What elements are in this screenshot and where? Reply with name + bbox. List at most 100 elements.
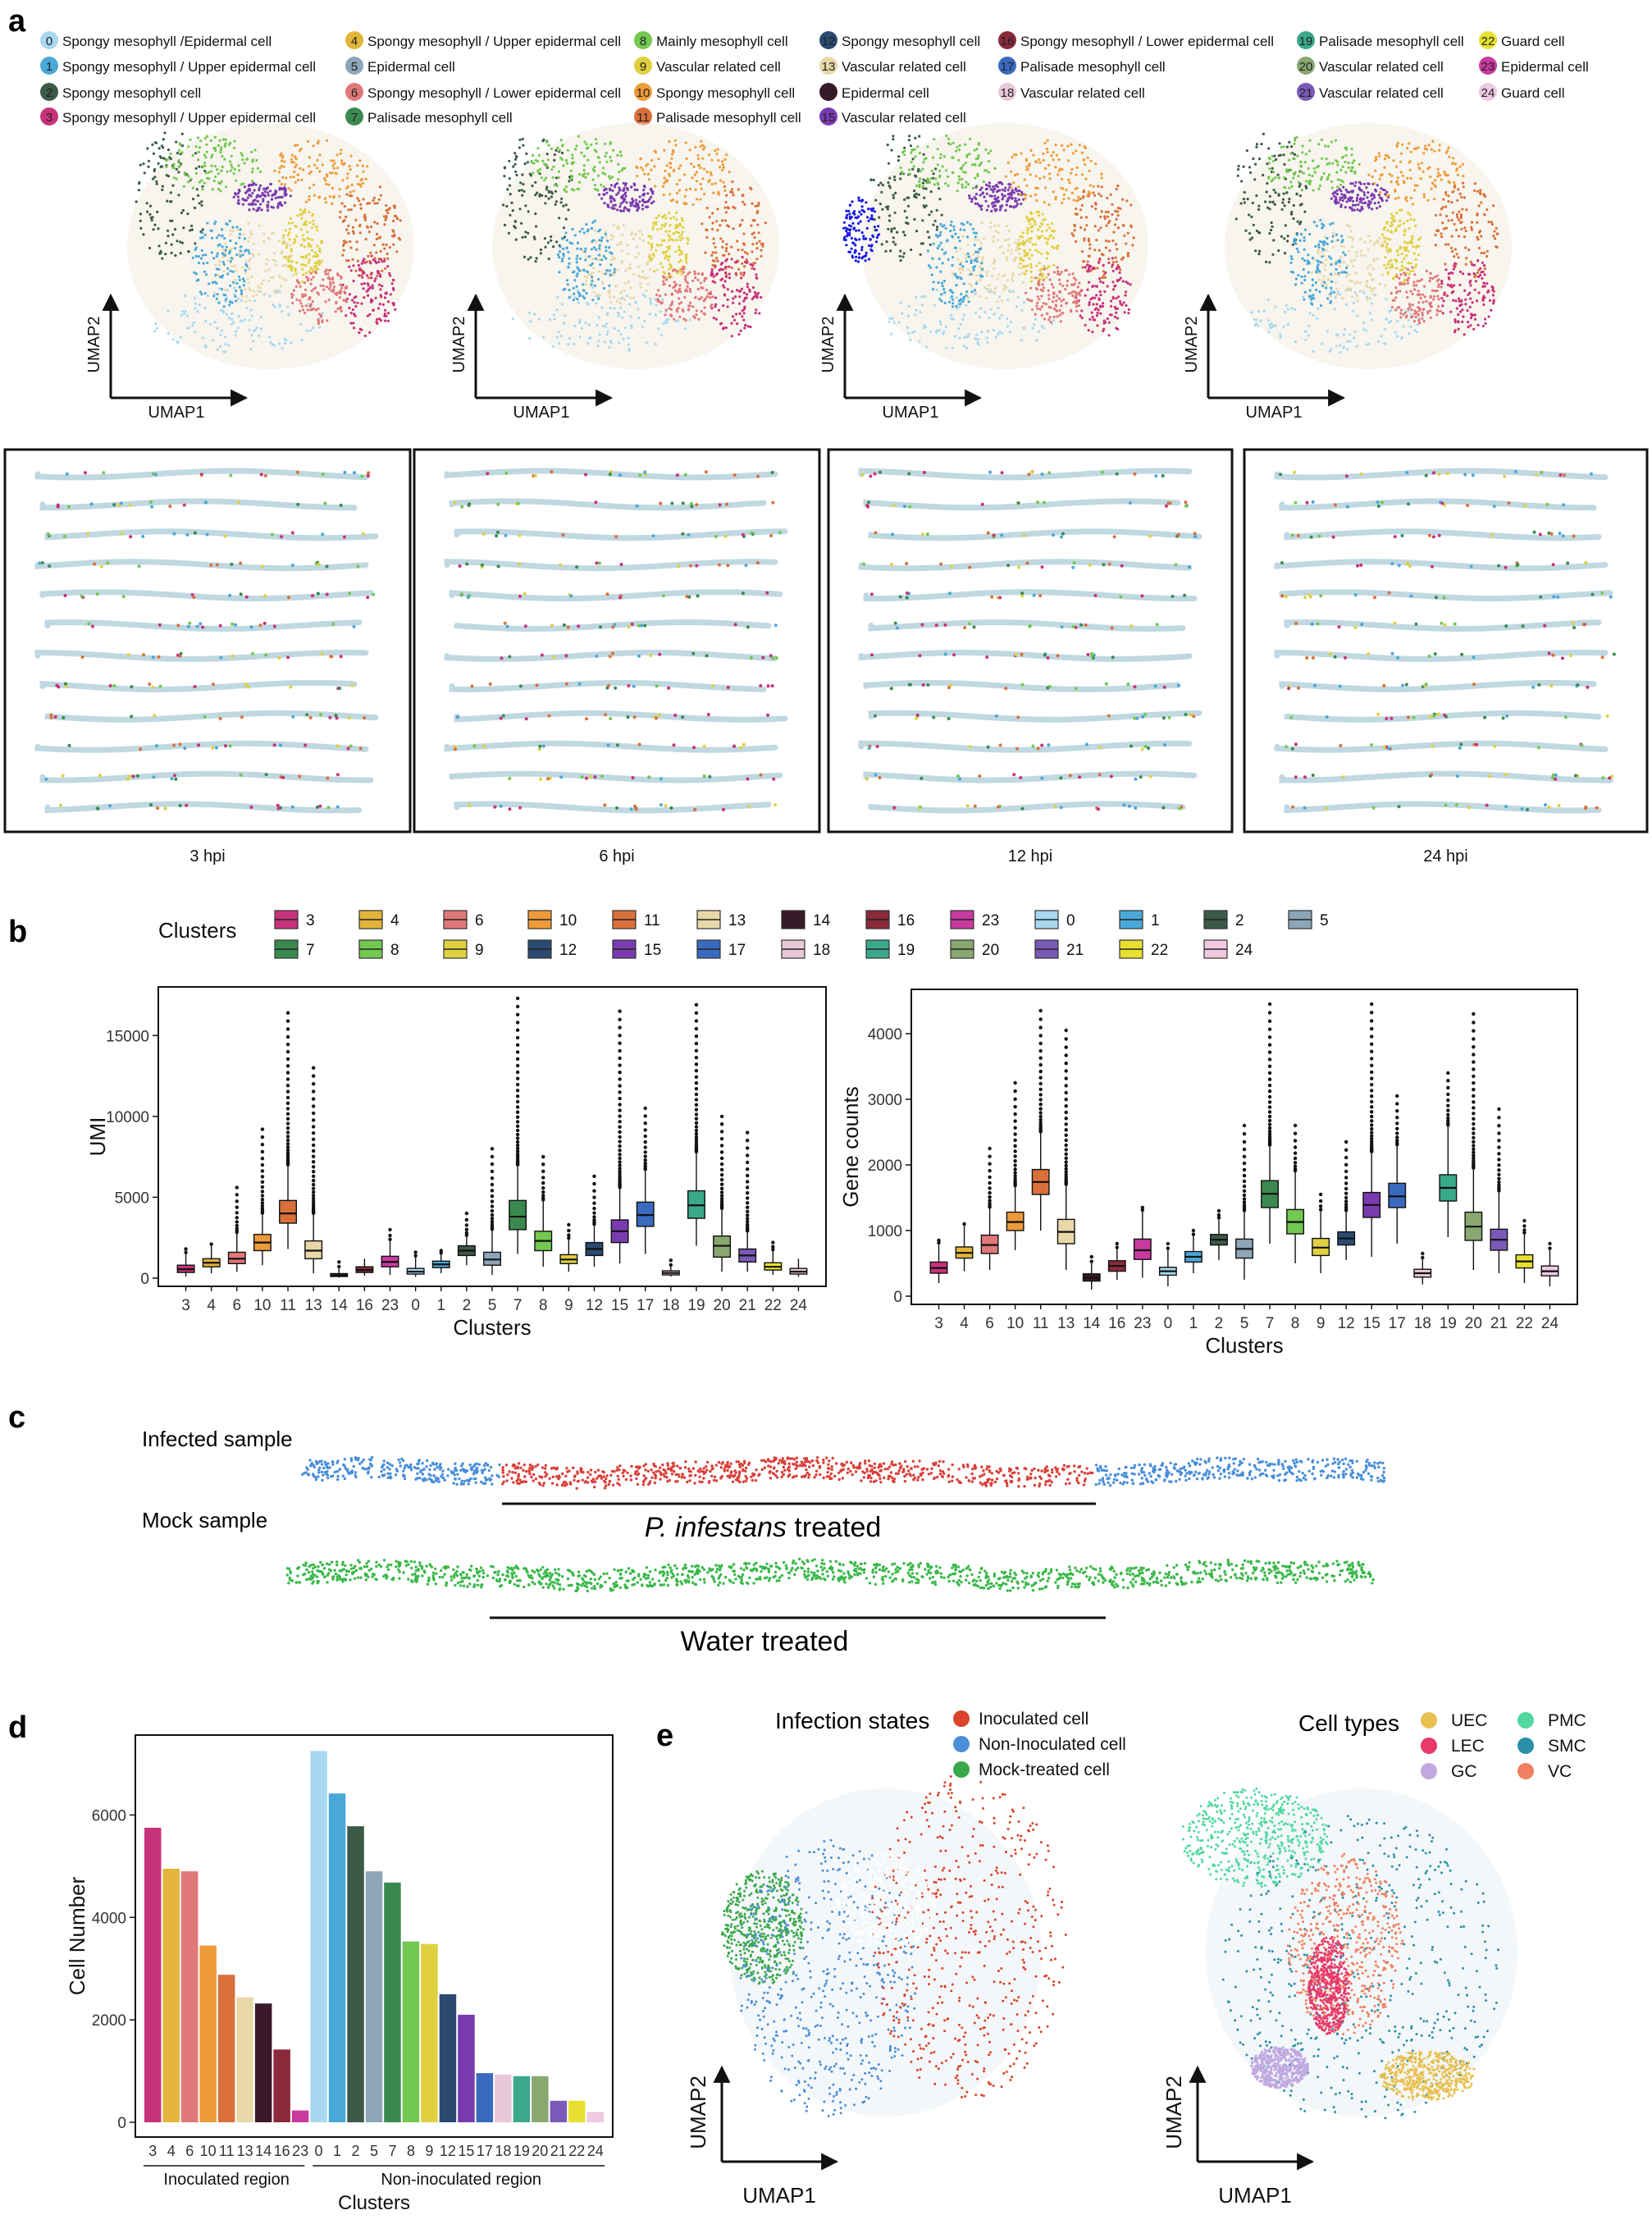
umap-point (737, 188, 741, 191)
umap-point (349, 154, 353, 158)
umap-point (1116, 207, 1120, 210)
umap-point (1034, 286, 1038, 290)
umap-point (383, 296, 387, 299)
umap-point (341, 179, 345, 182)
umap-point (258, 189, 261, 192)
umap-point (678, 253, 682, 256)
umap-point (1448, 181, 1451, 185)
umap-point (1126, 252, 1130, 255)
umap-point (178, 142, 181, 145)
umap-point (525, 152, 528, 155)
umap-point (664, 230, 668, 233)
umap-point (1392, 159, 1395, 162)
umap-point (1099, 215, 1102, 218)
umap-point (345, 300, 348, 304)
umap-point (1472, 272, 1476, 276)
umap-point (854, 216, 857, 219)
umap-point (1461, 181, 1465, 185)
umap-point (1440, 235, 1444, 239)
umap-point (221, 138, 226, 141)
umap-point (383, 308, 387, 312)
umap-point (1257, 204, 1261, 208)
umap-point (547, 144, 550, 147)
umap-point (230, 163, 233, 167)
umap-point (599, 294, 602, 297)
umap-point (1074, 299, 1077, 304)
umap-point (686, 242, 690, 245)
umap-point (278, 274, 281, 277)
umap-point (935, 208, 938, 212)
umap-point (1045, 276, 1048, 279)
umap-point (1097, 185, 1100, 188)
legend-label: Guard cell (1501, 34, 1564, 49)
umap-point (1461, 320, 1464, 323)
umap-point (1284, 224, 1287, 227)
umap-point (306, 236, 309, 240)
umap-point (1029, 240, 1032, 244)
umap-point (1374, 190, 1378, 193)
umap-point (552, 165, 555, 168)
umap-point (213, 135, 217, 139)
umap-point (265, 258, 268, 261)
umap-point (1055, 308, 1058, 312)
umap-point (1107, 240, 1111, 243)
umap-point (999, 180, 1002, 184)
umap-point (335, 167, 340, 170)
umap-point (614, 203, 617, 207)
umap-point (534, 180, 537, 184)
umap-point (1058, 308, 1061, 312)
umap-point (710, 274, 713, 277)
umap-point (1052, 300, 1055, 304)
umap-point (176, 152, 180, 155)
umap-point (668, 244, 672, 248)
umap-point (301, 234, 304, 237)
umap-point (244, 249, 247, 253)
umap-point (860, 205, 864, 208)
umap-point (294, 166, 297, 169)
umap-point (1035, 199, 1038, 203)
umap-point (1093, 194, 1097, 197)
umap-point (164, 253, 167, 256)
umap-point (891, 317, 894, 320)
umap-point (590, 272, 593, 276)
umap-point (291, 273, 294, 276)
umap-point (996, 185, 999, 189)
umap-point (394, 308, 397, 311)
umap-point (1479, 230, 1482, 233)
umap-point (732, 297, 735, 300)
umap-point (236, 201, 240, 204)
umap-point (708, 178, 711, 182)
umap-point (254, 203, 258, 206)
umap-point (979, 275, 983, 278)
umap-point (637, 266, 641, 269)
umap-point (300, 178, 303, 181)
umap-point (1080, 151, 1084, 154)
umap-point (1082, 195, 1085, 199)
umap-point (597, 340, 600, 343)
umap-point (1020, 339, 1023, 342)
umap-point (215, 267, 218, 271)
umap-point (1056, 266, 1059, 269)
umap-point (550, 168, 554, 171)
umap-point (1248, 238, 1252, 241)
umap-point (1048, 226, 1052, 230)
umap-point (648, 255, 651, 259)
umap-point (1027, 220, 1030, 223)
umap-point (578, 230, 582, 233)
umap-point (669, 193, 672, 196)
umap-point (1280, 145, 1283, 148)
umap-point (221, 274, 225, 277)
umap-point (1043, 186, 1047, 190)
umap-point (527, 311, 532, 314)
umap-point (267, 268, 271, 272)
umap-point (317, 259, 320, 263)
umap-point (757, 231, 760, 235)
umap-point (562, 164, 565, 167)
umap-point (235, 226, 239, 229)
umap-point (308, 253, 311, 256)
umap-point (688, 318, 692, 322)
umap-point (160, 165, 163, 168)
umap-point (272, 231, 275, 235)
umap-point (705, 288, 709, 292)
